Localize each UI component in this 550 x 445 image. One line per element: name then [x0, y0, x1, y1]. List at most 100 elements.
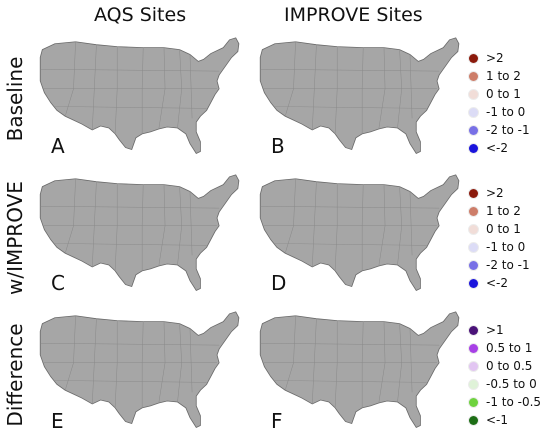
legend-w-improve: >2 1 to 2 0 to 1 -1 to 0 -2 to -1 <-2	[469, 184, 530, 292]
legend-item: 1 to 2	[469, 202, 530, 220]
legend-swatch	[469, 343, 478, 353]
legend-item: >2	[469, 49, 530, 67]
legend-swatch	[469, 125, 478, 135]
legend-label: -0.5 to 0	[486, 377, 537, 391]
us-map-b	[259, 37, 460, 154]
row-title-baseline: Baseline	[3, 56, 27, 142]
legend-swatch	[469, 206, 478, 216]
us-land-outline	[39, 174, 240, 291]
us-land-outline	[259, 37, 460, 154]
us-land-outline	[39, 37, 240, 154]
legend-label: <-2	[486, 141, 509, 155]
state-border-line	[40, 68, 220, 72]
state-border-line	[260, 205, 440, 209]
legend-swatch	[469, 188, 478, 198]
legend-swatch	[469, 71, 478, 81]
legend-swatch	[469, 379, 478, 389]
legend-swatch	[469, 260, 478, 270]
legend-swatch	[469, 415, 478, 425]
state-border-line	[189, 328, 193, 393]
legend-swatch	[469, 53, 478, 63]
state-border-line	[260, 342, 440, 346]
legend-label: >2	[486, 51, 504, 65]
panel-letter-b: B	[271, 134, 285, 158]
legend-item: 0.5 to 1	[469, 339, 541, 357]
panel-letter-c: C	[51, 271, 65, 295]
legend-item: -2 to -1	[469, 256, 530, 274]
state-border-line	[409, 328, 413, 393]
legend-label: 0.5 to 1	[486, 341, 533, 355]
legend-item: <-2	[469, 139, 530, 157]
legend-swatch	[469, 89, 478, 99]
panel-letter-a: A	[51, 134, 65, 158]
state-border-line	[189, 191, 193, 256]
state-border-line	[409, 191, 413, 256]
column-title-improve: IMPROVE Sites	[284, 4, 423, 26]
state-border-line	[189, 54, 193, 119]
legend-swatch	[469, 143, 478, 153]
legend-label: -2 to -1	[486, 123, 530, 137]
legend-label: -1 to 0	[486, 240, 526, 254]
state-border-line	[40, 342, 220, 346]
legend-label: 0 to 1	[486, 222, 521, 236]
legend-item: -2 to -1	[469, 121, 530, 139]
us-map-e	[39, 311, 240, 428]
panel-letter-f: F	[271, 409, 283, 433]
us-land-outline	[259, 311, 460, 428]
panel-letter-d: D	[271, 271, 287, 295]
state-border-line	[54, 106, 207, 109]
legend-label: 1 to 2	[486, 69, 521, 83]
column-title-aqs: AQS Sites	[94, 4, 187, 26]
legend-item: 0 to 1	[469, 85, 530, 103]
state-border-line	[274, 380, 427, 383]
us-map-d	[259, 174, 460, 291]
legend-label: <-1	[486, 413, 509, 427]
legend-item: -1 to 0	[469, 103, 530, 121]
state-border-line	[40, 205, 220, 209]
legend-item: >1	[469, 321, 541, 339]
legend-item: 0 to 1	[469, 220, 530, 238]
state-border-line	[54, 243, 207, 246]
legend-item: -1 to -0.5	[469, 393, 541, 411]
legend-label: 1 to 2	[486, 204, 521, 218]
legend-label: 0 to 0.5	[486, 359, 533, 373]
legend-swatch	[469, 361, 478, 371]
us-map-a	[39, 37, 240, 154]
legend-item: <-1	[469, 411, 541, 429]
panel-letter-e: E	[51, 409, 64, 433]
us-land-outline	[39, 311, 240, 428]
state-border-line	[260, 68, 440, 72]
row-title-difference: Difference	[3, 323, 27, 427]
row-title-w-improve: w/IMPROVE	[3, 181, 27, 295]
legend-label: <-2	[486, 276, 509, 290]
map-panel-e	[30, 302, 245, 437]
legend-swatch	[469, 107, 478, 117]
legend-label: 0 to 1	[486, 87, 521, 101]
legend-item: 1 to 2	[469, 67, 530, 85]
legend-item: -1 to 0	[469, 238, 530, 256]
legend-swatch	[469, 278, 478, 288]
legend-swatch	[469, 325, 478, 335]
legend-swatch	[469, 242, 478, 252]
legend-baseline: >2 1 to 2 0 to 1 -1 to 0 -2 to -1 <-2	[469, 49, 530, 157]
legend-item: >2	[469, 184, 530, 202]
legend-swatch	[469, 397, 478, 407]
state-border-line	[54, 380, 207, 383]
legend-label: -2 to -1	[486, 258, 530, 272]
legend-difference: >1 0.5 to 1 0 to 0.5 -0.5 to 0 -1 to -0.…	[469, 321, 541, 429]
legend-item: -0.5 to 0	[469, 375, 541, 393]
legend-label: >2	[486, 186, 504, 200]
legend-item: 0 to 0.5	[469, 357, 541, 375]
map-panel-d	[250, 165, 465, 300]
map-panel-b	[250, 28, 465, 163]
map-panel-c	[30, 165, 245, 300]
legend-swatch	[469, 224, 478, 234]
us-land-outline	[259, 174, 460, 291]
map-panel-a	[30, 28, 245, 163]
legend-label: -1 to 0	[486, 105, 526, 119]
legend-item: <-2	[469, 274, 530, 292]
legend-label: -1 to -0.5	[486, 395, 542, 409]
state-border-line	[409, 54, 413, 119]
state-border-line	[274, 106, 427, 109]
us-map-f	[259, 311, 460, 428]
